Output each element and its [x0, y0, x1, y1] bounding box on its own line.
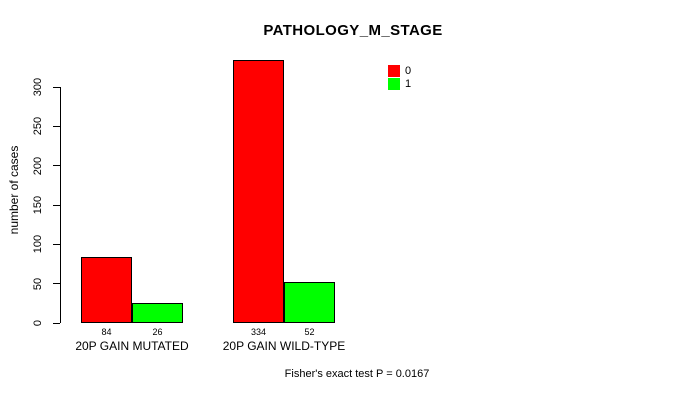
- bar-value-label: 52: [304, 327, 315, 337]
- bar-20p-gain-mutated-series-0: [81, 257, 132, 323]
- y-tick-label: 100: [32, 235, 44, 254]
- x-category-label: 20P GAIN MUTATED: [75, 339, 189, 353]
- chart-title: PATHOLOGY_M_STAGE: [263, 22, 443, 39]
- legend-swatch-icon: [388, 78, 400, 90]
- legend-swatch-icon: [388, 65, 400, 77]
- legend-row: 0: [388, 65, 411, 77]
- fisher-test-footnote: Fisher's exact test P = 0.0167: [284, 368, 430, 380]
- y-tick-label: 150: [32, 195, 44, 215]
- y-tick-mark: [53, 165, 60, 167]
- y-tick-mark: [53, 283, 60, 285]
- bar-value-label: 84: [101, 327, 112, 337]
- legend-label: 1: [405, 78, 412, 90]
- y-tick-mark: [53, 86, 60, 88]
- y-tick-mark: [53, 125, 60, 127]
- y-axis-line: [60, 87, 61, 323]
- y-tick-mark: [53, 322, 60, 324]
- y-tick-mark: [53, 204, 60, 206]
- y-tick-mark: [53, 243, 60, 245]
- y-tick-label: 50: [32, 277, 44, 290]
- bar-20p-gain-wild-type-series-0: [233, 60, 284, 323]
- y-tick-label: 300: [32, 77, 44, 97]
- bar-value-label: 26: [152, 327, 163, 337]
- y-tick-label: 0: [32, 319, 44, 327]
- bar-20p-gain-mutated-series-1: [132, 303, 183, 323]
- bar-value-label: 334: [250, 327, 267, 337]
- y-axis-label: number of cases: [7, 145, 21, 235]
- x-category-label: 20P GAIN WILD-TYPE: [222, 339, 346, 353]
- legend-label: 0: [405, 65, 412, 77]
- legend-row: 1: [388, 78, 411, 90]
- y-tick-label: 200: [32, 156, 44, 175]
- bar-20p-gain-wild-type-series-1: [284, 282, 335, 323]
- y-tick-label: 250: [32, 117, 44, 136]
